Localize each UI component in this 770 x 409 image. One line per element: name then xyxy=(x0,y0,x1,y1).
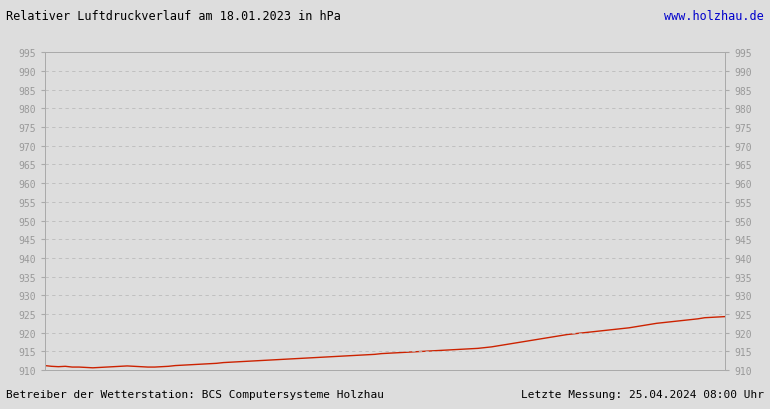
Text: Relativer Luftdruckverlauf am 18.01.2023 in hPa: Relativer Luftdruckverlauf am 18.01.2023… xyxy=(6,10,341,23)
Text: Letzte Messung: 25.04.2024 08:00 Uhr: Letzte Messung: 25.04.2024 08:00 Uhr xyxy=(521,389,764,399)
Text: www.holzhau.de: www.holzhau.de xyxy=(664,10,764,23)
Text: Betreiber der Wetterstation: BCS Computersysteme Holzhau: Betreiber der Wetterstation: BCS Compute… xyxy=(6,389,384,399)
